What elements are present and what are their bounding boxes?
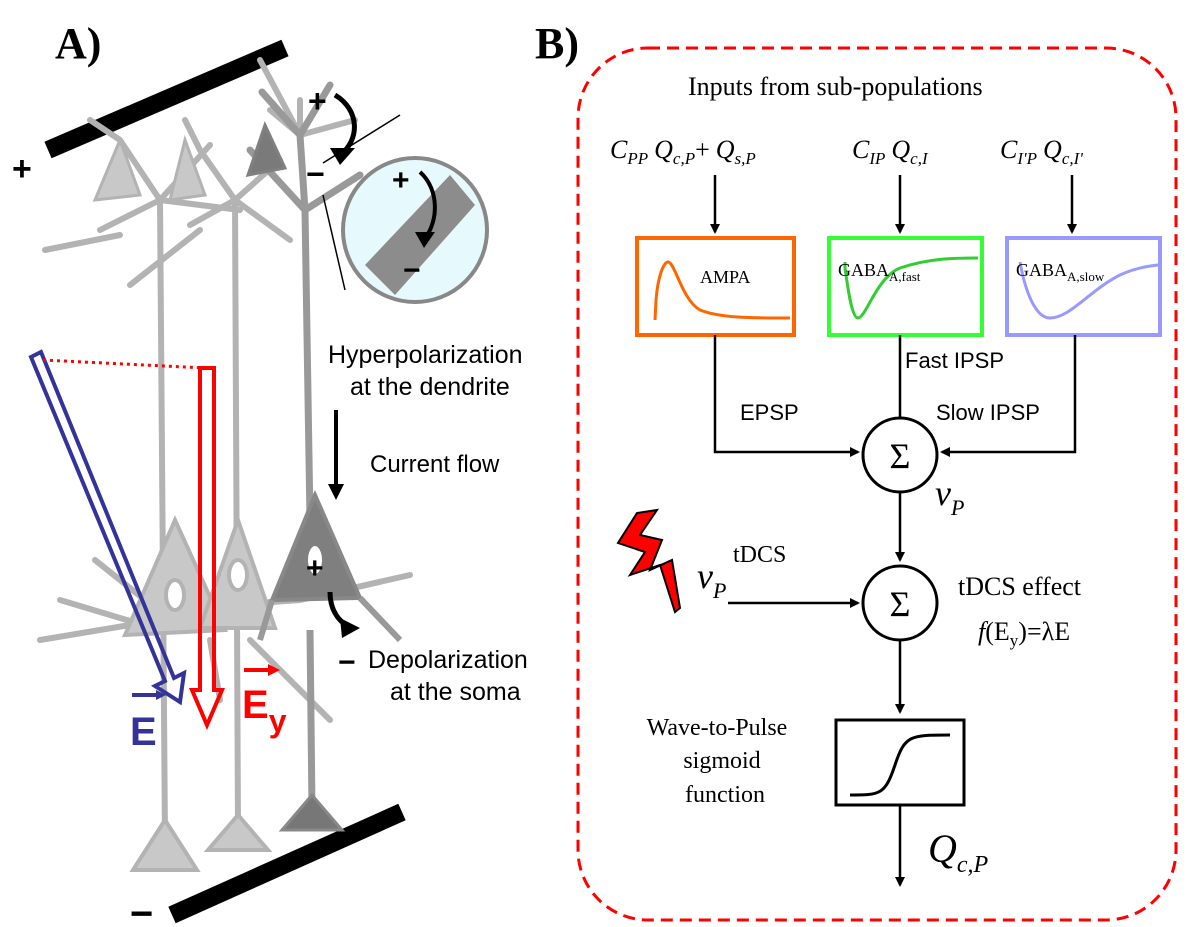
dendrite-minus: − xyxy=(306,156,325,192)
ampa-box: AMPA xyxy=(635,236,796,337)
dendrite-plus: + xyxy=(308,83,327,119)
population-boundary xyxy=(576,46,1178,922)
output-label: Qc,P xyxy=(928,826,989,878)
top-electrode-plus: + xyxy=(12,150,32,188)
soma-bottom-1 xyxy=(129,816,201,872)
soma-small-1 xyxy=(92,135,143,202)
summation-symbol-2: Σ xyxy=(890,584,911,624)
inset-minus: − xyxy=(403,254,421,287)
soma-plus: + xyxy=(306,552,324,585)
inset-plus: + xyxy=(392,164,410,197)
current-flow-label: Current flow xyxy=(370,451,500,478)
dark-soma-bottom xyxy=(278,792,346,832)
sigmoid-label-line3: function xyxy=(685,782,765,808)
svg-text:Depolarization at the so: Depolarization at the soma xyxy=(368,646,535,706)
epsp-label: EPSP xyxy=(740,400,799,425)
sigmoid-curve xyxy=(849,733,951,797)
panel-a-label: A) xyxy=(55,19,101,68)
field-ey-label: Ey xyxy=(242,683,287,739)
slow-ipsp-label: Slow IPSP xyxy=(936,400,1040,425)
sigmoid-label-line2: sigmoid xyxy=(683,748,760,774)
summation-symbol-1: Σ xyxy=(890,436,911,476)
field-ey-arrow xyxy=(188,366,226,731)
dendrite-inset: + − xyxy=(322,114,489,304)
bottom-electrode-minus: − xyxy=(130,892,153,927)
inputs-title: Inputs from sub-populations xyxy=(688,72,983,101)
gaba-slow-label: GABAA,slow xyxy=(1016,260,1105,284)
depolarization-line1: Depolarization xyxy=(368,646,528,674)
svg-text:Hyperpolarization at the: Hyperpolarization at the dendrite xyxy=(328,341,530,401)
panel-b-label: B) xyxy=(535,19,579,68)
sigmoid-label-line1: Wave-to-Pulse xyxy=(647,715,788,741)
panel-a: A) + − xyxy=(12,19,535,927)
hyperpolarization-line2: at the dendrite xyxy=(350,373,510,401)
field-e-label: E xyxy=(130,710,157,754)
tdcs-formula: f(Ey)=λE xyxy=(978,617,1070,650)
ampa-label: AMPA xyxy=(700,267,750,287)
hyperpolarization-line1: Hyperpolarization xyxy=(328,341,523,369)
tdcs-lightning-icon xyxy=(616,508,682,614)
vp-tdcs-sup: tDCS xyxy=(733,542,786,568)
panel-b: B) Inputs from sub-populations CPP Qc,P+ Q… xyxy=(535,19,1178,922)
input-gaba-slow-formula: CI'P Qc,I' xyxy=(1000,135,1083,168)
projection-dotted-line xyxy=(42,358,206,370)
bottom-electrode xyxy=(168,803,406,924)
fast-ipsp-label: Fast IPSP xyxy=(905,348,1004,373)
slow-ipsp-connector xyxy=(940,335,1077,457)
soma-small-2 xyxy=(168,134,208,202)
gaba-slow-box: GABAA,slow xyxy=(1005,236,1162,337)
input-gaba-fast-formula: CIP Qc,I xyxy=(852,135,929,168)
gaba-slow-kernel-curve xyxy=(1018,261,1159,320)
top-electrode xyxy=(44,39,289,159)
ampa-kernel-curve xyxy=(653,260,791,321)
vp-tdcs-label: vP xyxy=(697,556,726,603)
dark-neuron xyxy=(245,81,403,832)
soma-minus: − xyxy=(338,646,356,679)
vp-label: vP xyxy=(935,473,964,520)
soma-bottom-2 xyxy=(203,811,273,852)
input-ampa-formula: CPP Qc,P+ Qs,P xyxy=(610,135,756,168)
tdcs-effect-label: tDCS effect xyxy=(958,572,1082,601)
svg-text:Wave-to-Pulse sigmoid: Wave-to-Pulse sigmoid function xyxy=(647,715,794,808)
sigmoid-box xyxy=(834,718,966,807)
gaba-fast-kernel-curve xyxy=(843,256,979,320)
depolarization-line2: at the soma xyxy=(390,678,521,706)
epsp-connector xyxy=(713,335,860,457)
gaba-fast-label: GABAA,fast xyxy=(838,260,921,284)
gaba-fast-box: GABAA,fast xyxy=(827,236,984,337)
field-e-arrow xyxy=(28,349,187,706)
